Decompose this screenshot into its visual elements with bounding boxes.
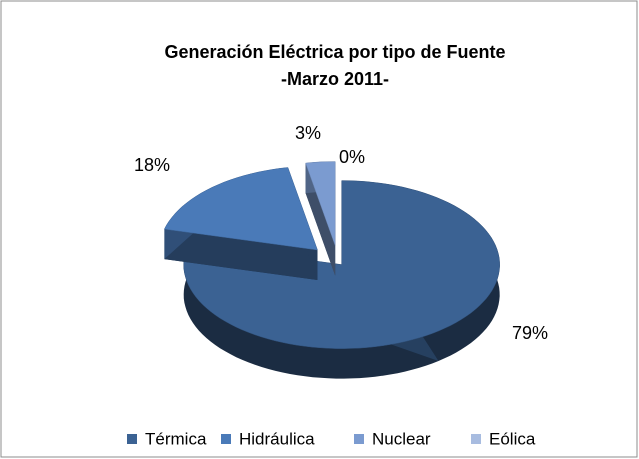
data-label: 3% bbox=[295, 123, 321, 143]
chart-subtitle: -Marzo 2011- bbox=[281, 69, 389, 89]
slice-side bbox=[164, 229, 318, 280]
chart-title: Generación Eléctrica por tipo de Fuente bbox=[164, 42, 505, 62]
pie-slice bbox=[164, 167, 318, 280]
legend-label: Eólica bbox=[489, 429, 536, 448]
legend-swatch bbox=[354, 434, 364, 444]
data-label: 79% bbox=[512, 323, 548, 343]
pie-slice bbox=[183, 180, 500, 379]
legend-label: Hidráulica bbox=[239, 429, 315, 448]
data-label: 18% bbox=[134, 155, 170, 175]
legend-swatch bbox=[221, 434, 231, 444]
pie-slice bbox=[305, 161, 336, 276]
slice-top bbox=[164, 167, 318, 251]
legend-label: Térmica bbox=[145, 429, 207, 448]
legend-swatch bbox=[471, 434, 481, 444]
slice-top bbox=[305, 161, 336, 246]
data-label: 0% bbox=[339, 147, 365, 167]
slice-top bbox=[183, 180, 500, 349]
legend-swatch bbox=[127, 434, 137, 444]
legend-label: Nuclear bbox=[372, 429, 431, 448]
